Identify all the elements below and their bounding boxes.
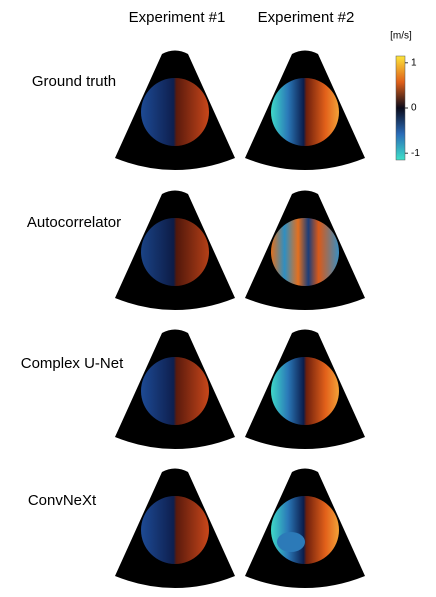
image (245, 468, 365, 588)
colorbar-tick-label: 0 (411, 103, 417, 114)
image (245, 329, 365, 449)
image (115, 50, 235, 170)
column-header: Experiment #1 (129, 9, 226, 26)
colorbar-label: [m/s] (390, 31, 412, 42)
image (115, 329, 235, 449)
image (245, 50, 365, 170)
row-label: Autocorrelator (27, 214, 121, 231)
row-label: Ground truth (32, 73, 116, 90)
colorbar (395, 55, 406, 161)
column-header: Experiment #2 (258, 9, 355, 26)
row-label: Complex U-Net (21, 355, 124, 372)
image (245, 190, 365, 310)
image (115, 468, 235, 588)
row-label: ConvNeXt (28, 492, 97, 509)
colorbar-tick-label: -1 (411, 148, 420, 159)
colorbar-tick-label: 1 (411, 57, 417, 68)
image (115, 190, 235, 310)
